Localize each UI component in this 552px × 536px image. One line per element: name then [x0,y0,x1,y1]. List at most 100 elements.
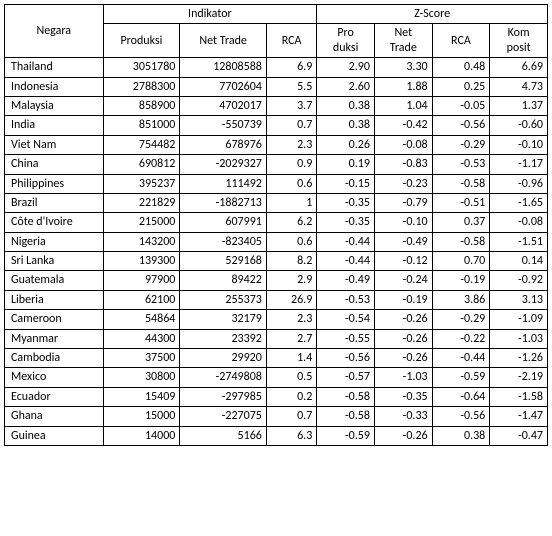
cell-produksi: 2788300 [103,77,180,96]
cell-produksi: 215000 [103,213,180,232]
cell-z-produksi: -0.56 [317,349,375,368]
cell-z-komposit: -1.26 [490,349,548,368]
cell-z-produksi: 0.38 [317,116,375,135]
cell-produksi: 754482 [103,135,180,154]
cell-country: Côte d'Ivoire [5,213,104,232]
cell-produksi: 62100 [103,290,180,309]
cell-z-komposit: 0.14 [490,252,548,271]
cell-z-komposit: 6.69 [490,58,548,77]
cell-z-rca: -0.44 [432,349,490,368]
cell-z-produksi: -0.15 [317,174,375,193]
cell-produksi: 44300 [103,329,180,348]
cell-country: Viet Nam [5,135,104,154]
table-row: Sri Lanka1393005291688.2-0.44-0.120.700.… [5,252,548,271]
cell-country: Nigeria [5,232,104,251]
cell-z-produksi: 0.19 [317,155,375,174]
cell-z-net-trade: -0.19 [374,290,432,309]
cell-z-komposit: -0.96 [490,174,548,193]
cell-z-net-trade: -1.03 [374,368,432,387]
cell-produksi: 143200 [103,232,180,251]
cell-net-trade: -2749808 [180,368,266,387]
cell-z-produksi: -0.49 [317,271,375,290]
cell-z-net-trade: -0.08 [374,135,432,154]
cell-z-rca: 3.86 [432,290,490,309]
table-row: Nigeria143200-8234050.6-0.44-0.49-0.58-1… [5,232,548,251]
cell-rca: 2.9 [266,271,316,290]
cell-produksi: 858900 [103,96,180,115]
cell-net-trade: -227075 [180,407,266,426]
table-body: Thailand3051780128085886.92.903.300.486.… [5,58,548,446]
cell-z-rca: -0.64 [432,387,490,406]
cell-produksi: 395237 [103,174,180,193]
header-z-produksi-line2: duksi [333,41,358,55]
cell-z-komposit: -1.51 [490,232,548,251]
cell-z-net-trade: -0.26 [374,310,432,329]
cell-z-produksi: 2.60 [317,77,375,96]
cell-produksi: 97900 [103,271,180,290]
header-z-net-trade-line2: Trade [390,41,417,55]
cell-net-trade: -297985 [180,387,266,406]
cell-z-komposit: 3.13 [490,290,548,309]
cell-country: Thailand [5,58,104,77]
table-row: Guatemala97900894222.9-0.49-0.24-0.19-0.… [5,271,548,290]
cell-net-trade: 5166 [180,426,266,445]
table-row: Myanmar44300233922.7-0.55-0.26-0.22-1.03 [5,329,548,348]
cell-z-net-trade: 3.30 [374,58,432,77]
cell-z-rca: -0.22 [432,329,490,348]
cell-produksi: 54864 [103,310,180,329]
cell-rca: 0.2 [266,387,316,406]
cell-produksi: 37500 [103,349,180,368]
cell-rca: 0.7 [266,407,316,426]
table-row: Ghana15000-2270750.7-0.58-0.33-0.56-1.47 [5,407,548,426]
cell-country: Ghana [5,407,104,426]
cell-z-net-trade: -0.10 [374,213,432,232]
table-row: Indonesia278830077026045.52.601.880.254.… [5,77,548,96]
cell-rca: 2.3 [266,310,316,329]
cell-z-komposit: -1.03 [490,329,548,348]
cell-z-rca: -0.56 [432,116,490,135]
cell-produksi: 30800 [103,368,180,387]
cell-net-trade: -550739 [180,116,266,135]
cell-country: Myanmar [5,329,104,348]
cell-country: Sri Lanka [5,252,104,271]
table-row: Malaysia85890047020173.70.381.04-0.051.3… [5,96,548,115]
table-row: India851000-5507390.70.38-0.42-0.56-0.60 [5,116,548,135]
cell-z-rca: 0.25 [432,77,490,96]
cell-z-komposit: -1.58 [490,387,548,406]
cell-z-produksi: -0.59 [317,426,375,445]
cell-z-rca: -0.19 [432,271,490,290]
table-row: China690812-20293270.90.19-0.83-0.53-1.1… [5,155,548,174]
header-z-komposit-line1: Kom [508,26,530,40]
cell-z-net-trade: -0.83 [374,155,432,174]
header-z-komposit: Kom posit [490,24,548,58]
header-produksi: Produksi [103,24,180,58]
cell-z-net-trade: -0.26 [374,349,432,368]
cell-net-trade: -1882713 [180,193,266,212]
cell-z-komposit: -0.08 [490,213,548,232]
cell-rca: 0.9 [266,155,316,174]
cell-z-komposit: 1.37 [490,96,548,115]
cell-z-komposit: -1.47 [490,407,548,426]
cell-rca: 2.3 [266,135,316,154]
cell-z-komposit: -1.09 [490,310,548,329]
table-row: Thailand3051780128085886.92.903.300.486.… [5,58,548,77]
table-row: Liberia6210025537326.9-0.53-0.193.863.13 [5,290,548,309]
cell-country: Guatemala [5,271,104,290]
cell-z-produksi: -0.57 [317,368,375,387]
cell-z-rca: 0.48 [432,58,490,77]
header-z-net-trade-line1: Net [394,26,412,40]
cell-net-trade: 89422 [180,271,266,290]
cell-rca: 1.4 [266,349,316,368]
header-net-trade: Net Trade [180,24,266,58]
cell-z-rca: -0.56 [432,407,490,426]
table-row: Cameroon54864321792.3-0.54-0.26-0.29-1.0… [5,310,548,329]
cell-z-net-trade: -0.42 [374,116,432,135]
cell-country: Cambodia [5,349,104,368]
cell-z-produksi: -0.55 [317,329,375,348]
cell-rca: 8.2 [266,252,316,271]
cell-z-komposit: -1.17 [490,155,548,174]
cell-rca: 6.9 [266,58,316,77]
cell-country: Philippines [5,174,104,193]
table-row: Cambodia37500299201.4-0.56-0.26-0.44-1.2… [5,349,548,368]
table-header: Negara Indikator Z-Score Produksi Net Tr… [5,5,548,58]
